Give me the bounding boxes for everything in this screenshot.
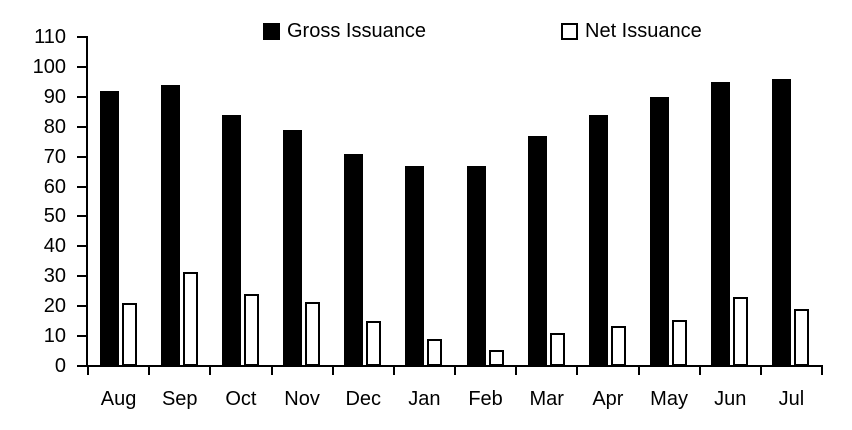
y-axis-line — [86, 36, 88, 367]
y-axis-tick-label: 70 — [43, 145, 66, 168]
y-axis-tick-label: 50 — [43, 205, 66, 228]
y-tick — [77, 65, 87, 68]
bar-gross-oct — [221, 114, 241, 366]
bar-gross-jun — [711, 81, 731, 366]
x-axis-label-jun: Jun — [714, 388, 747, 410]
y-axis-tick-label: 30 — [43, 265, 66, 288]
x-axis-label-nov: Nov — [284, 388, 320, 410]
bar-gross-may — [650, 96, 670, 366]
y-axis-tick-label: 110 — [34, 26, 66, 48]
x-tick — [87, 367, 89, 375]
x-tick — [515, 367, 518, 375]
y-axis-tick-label: 80 — [43, 115, 66, 138]
y-axis-tick-label: 20 — [43, 295, 66, 318]
x-axis-label-feb: Feb — [468, 388, 503, 410]
legend-label-net-issuance: Net Issuance — [585, 20, 702, 42]
x-axis-label-dec: Dec — [345, 388, 382, 410]
y-tick — [77, 185, 87, 188]
bar-gross-aug — [99, 90, 119, 366]
x-axis-label-oct: Oct — [225, 388, 257, 410]
bar-net-apr — [610, 325, 626, 366]
y-tick — [77, 275, 87, 278]
bar-net-oct — [243, 294, 259, 366]
x-tick — [148, 367, 151, 375]
y-tick — [77, 305, 87, 308]
y-tick — [77, 95, 87, 98]
bar-net-nov — [305, 301, 321, 366]
x-tick — [576, 367, 579, 375]
bar-gross-jul — [772, 78, 792, 366]
bar-net-feb — [488, 349, 504, 366]
y-tick — [77, 365, 87, 367]
bar-net-may — [672, 319, 688, 366]
x-axis-line — [86, 365, 823, 367]
bar-gross-jan — [405, 165, 425, 366]
x-axis-label-jan: Jan — [408, 388, 441, 410]
y-axis-tick-label: 40 — [43, 235, 66, 258]
x-tick — [331, 367, 334, 375]
y-tick — [77, 155, 87, 158]
x-axis-label-sep: Sep — [161, 388, 198, 410]
y-axis-tick-label: 10 — [43, 325, 66, 348]
bar-gross-mar — [527, 135, 547, 366]
x-axis-label-may: May — [650, 388, 688, 410]
x-tick — [454, 367, 456, 375]
bar-gross-feb — [466, 165, 486, 366]
bar-gross-apr — [588, 114, 608, 366]
x-tick — [392, 367, 395, 375]
x-axis-label-jul: Jul — [778, 388, 805, 410]
bar-net-jan — [427, 339, 443, 366]
bar-net-jul — [794, 309, 810, 366]
gross-issuance-swatch-icon — [263, 22, 280, 40]
legend-item-gross-issuance: Gross Issuance — [263, 19, 426, 43]
bar-gross-nov — [283, 129, 303, 366]
x-axis-label-apr: Apr — [592, 388, 624, 410]
y-tick — [77, 335, 87, 338]
bar-net-mar — [549, 333, 565, 366]
x-tick — [698, 367, 701, 375]
x-tick — [759, 367, 762, 375]
bar-net-jun — [733, 297, 749, 366]
y-tick — [77, 215, 87, 218]
x-axis-label-mar: Mar — [529, 388, 564, 410]
x-axis-label-aug: Aug — [100, 388, 137, 410]
y-axis-tick-label: 100 — [32, 55, 66, 78]
x-tick — [209, 367, 212, 375]
bar-net-sep — [182, 271, 198, 366]
y-tick — [77, 36, 87, 38]
net-issuance-swatch-icon — [561, 22, 578, 40]
bar-net-aug — [121, 303, 137, 366]
y-tick — [77, 245, 87, 248]
x-tick — [270, 367, 273, 375]
bar-net-dec — [366, 321, 382, 366]
y-tick — [77, 125, 87, 128]
bar-gross-sep — [160, 84, 180, 366]
y-axis-tick-label: 60 — [43, 175, 66, 198]
bar-gross-dec — [344, 153, 364, 366]
y-axis-tick-label: 90 — [43, 85, 66, 108]
x-tick — [637, 367, 640, 375]
legend-label-gross-issuance: Gross Issuance — [287, 20, 426, 42]
y-axis-tick-label: 0 — [54, 355, 66, 377]
x-tick — [821, 367, 823, 375]
legend-item-net-issuance: Net Issuance — [561, 19, 702, 43]
